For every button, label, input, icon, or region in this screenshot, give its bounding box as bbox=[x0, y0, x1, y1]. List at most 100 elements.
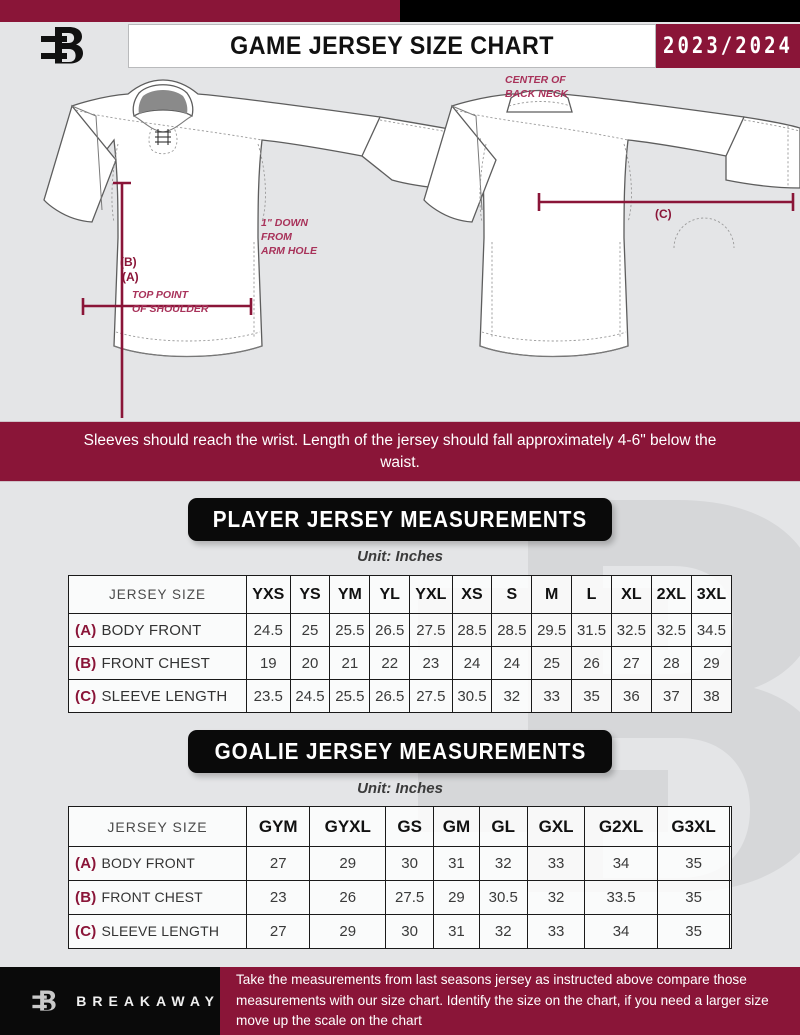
header-size-gm: GM bbox=[433, 806, 480, 847]
header-size-xs: XS bbox=[451, 575, 493, 614]
cell-a-yxs: 24.5 bbox=[246, 613, 291, 647]
header-size-s: S bbox=[491, 575, 533, 614]
header-size-ys: YS bbox=[289, 575, 331, 614]
cell-a-2xl: 32.5 bbox=[650, 613, 692, 647]
cell-b-gym: 23 bbox=[245, 880, 311, 915]
cell-b-empty bbox=[729, 880, 732, 915]
cell-c-xl: 36 bbox=[610, 679, 652, 713]
header-jersey-size: JERSEY SIZE bbox=[68, 806, 247, 847]
header-size-empty bbox=[729, 806, 732, 847]
cell-c-ym: 25.5 bbox=[329, 679, 371, 713]
row-name-sleeve-length: SLEEVE LENGTH bbox=[101, 923, 220, 939]
row-marker-c: (C) bbox=[75, 687, 97, 705]
cell-c-s: 32 bbox=[491, 679, 533, 713]
player-measurements-table-wrap: JERSEY SIZE YXS YS YM YL YXL XS S M L XL… bbox=[68, 575, 733, 713]
breakaway-b-logo-icon bbox=[32, 990, 56, 1011]
cell-a-s: 28.5 bbox=[491, 613, 533, 647]
sleeve-note-text: Sleeves should reach the wrist. Length o… bbox=[83, 431, 717, 471]
footer-brand: BREAKAWAY bbox=[0, 967, 220, 1035]
row-name-front-chest: FRONT CHEST bbox=[101, 654, 211, 672]
player-measurements-table: JERSEY SIZE YXS YS YM YL YXL XS S M L XL… bbox=[68, 575, 733, 713]
row-label-front-chest: (B) FRONT CHEST bbox=[68, 646, 247, 680]
row-marker-b: (B) bbox=[75, 654, 97, 672]
cell-b-gm: 29 bbox=[433, 880, 480, 915]
cell-c-xs: 30.5 bbox=[451, 679, 493, 713]
cell-b-yl: 22 bbox=[369, 646, 411, 680]
header-size-yl: YL bbox=[369, 575, 411, 614]
page-title-text: GAME JERSEY SIZE CHART bbox=[230, 31, 554, 60]
header-size-gym: GYM bbox=[245, 806, 311, 847]
svg-text:ARM HOLE: ARM HOLE bbox=[260, 245, 318, 257]
goalie-section-title: GOALIE JERSEY MEASUREMENTS bbox=[188, 730, 612, 773]
row-label-sleeve-length: (C) SLEEVE LENGTH bbox=[68, 914, 247, 949]
cell-a-gl: 32 bbox=[478, 846, 528, 881]
row-marker-b: (B) bbox=[75, 889, 97, 906]
goalie-section-title-text: GOALIE JERSEY MEASUREMENTS bbox=[214, 738, 586, 764]
cell-c-yxl: 27.5 bbox=[409, 679, 453, 713]
cell-c-gs: 30 bbox=[385, 914, 435, 949]
table-row: (C) SLEEVE LENGTH 27 29 30 31 32 33 34 35 bbox=[68, 914, 732, 949]
footer-instructions: Take the measurements from last seasons … bbox=[220, 967, 800, 1035]
breakaway-b-logo-icon bbox=[41, 27, 83, 64]
cell-b-l: 26 bbox=[571, 646, 612, 680]
svg-text:BACK NECK: BACK NECK bbox=[505, 88, 569, 100]
header-size-2xl: 2XL bbox=[650, 575, 692, 614]
cell-c-g2xl: 34 bbox=[584, 914, 658, 949]
table-row: (C) SLEEVE LENGTH 23.5 24.5 25.5 26.5 27.… bbox=[68, 679, 733, 713]
cell-a-yxl: 27.5 bbox=[409, 613, 453, 647]
goalie-measurements-table: JERSEY SIZE GYM GYXL GS GM GL GXL G2XL G… bbox=[68, 806, 732, 949]
cell-b-yxs: 19 bbox=[246, 646, 291, 680]
header-jersey-size: JERSEY SIZE bbox=[68, 575, 247, 614]
page-header: GAME JERSEY SIZE CHART 2023/2024 bbox=[0, 22, 800, 70]
page-title: GAME JERSEY SIZE CHART bbox=[128, 24, 656, 68]
table-header-row: JERSEY SIZE YXS YS YM YL YXL XS S M L XL… bbox=[68, 575, 733, 614]
cell-b-ym: 21 bbox=[329, 646, 371, 680]
header-size-ym: YM bbox=[329, 575, 371, 614]
cell-a-ym: 25.5 bbox=[329, 613, 371, 647]
cell-a-gym: 27 bbox=[245, 846, 311, 881]
cell-a-gyxl: 29 bbox=[309, 846, 387, 881]
page-footer: BREAKAWAY Take the measurements from las… bbox=[0, 967, 800, 1035]
row-label-body-front: (A) BODY FRONT bbox=[68, 846, 247, 881]
cell-c-gym: 27 bbox=[245, 914, 311, 949]
row-label-sleeve-length: (C) SLEEVE LENGTH bbox=[68, 679, 247, 713]
row-marker-a: (A) bbox=[75, 855, 97, 872]
table-row: (A) BODY FRONT 27 29 30 31 32 33 34 35 bbox=[68, 846, 732, 881]
cell-a-g2xl: 34 bbox=[584, 846, 658, 881]
header-size-gxl: GXL bbox=[526, 806, 586, 847]
cell-a-g3xl: 35 bbox=[656, 846, 731, 881]
footer-instructions-text: Take the measurements from last seasons … bbox=[236, 972, 769, 1029]
label-a-marker: (A) bbox=[122, 270, 139, 284]
row-name-sleeve-length: SLEEVE LENGTH bbox=[101, 687, 228, 705]
cell-a-gxl: 33 bbox=[526, 846, 586, 881]
header-size-gl: GL bbox=[478, 806, 528, 847]
cell-b-gl: 30.5 bbox=[478, 880, 528, 915]
cell-c-gxl: 33 bbox=[526, 914, 586, 949]
table-row: (A) BODY FRONT 24.5 25 25.5 26.5 27.5 28.… bbox=[68, 613, 733, 647]
cell-b-gs: 27.5 bbox=[385, 880, 435, 915]
cell-b-ys: 20 bbox=[289, 646, 331, 680]
cell-a-xs: 28.5 bbox=[451, 613, 493, 647]
cell-c-ys: 24.5 bbox=[289, 679, 331, 713]
cell-a-xl: 32.5 bbox=[610, 613, 652, 647]
season-badge-text: 2023/2024 bbox=[663, 33, 793, 59]
top-accent-strip bbox=[0, 0, 800, 22]
label-a-caption: TOP POINT OF SHOULDER bbox=[132, 289, 209, 315]
header-size-yxl: YXL bbox=[409, 575, 453, 614]
header-size-l: L bbox=[571, 575, 612, 614]
player-unit-label: Unit: Inches bbox=[357, 548, 443, 565]
table-row: (B) FRONT CHEST 23 26 27.5 29 30.5 32 33.… bbox=[68, 880, 732, 915]
cell-a-yl: 26.5 bbox=[369, 613, 411, 647]
cell-c-yxs: 23.5 bbox=[246, 679, 291, 713]
row-name-body-front: BODY FRONT bbox=[101, 855, 195, 871]
cell-c-yl: 26.5 bbox=[369, 679, 411, 713]
cell-b-yxl: 23 bbox=[409, 646, 453, 680]
label-c-marker: (C) bbox=[655, 207, 672, 221]
goalie-unit-label: Unit: Inches bbox=[357, 780, 443, 797]
header-size-g3xl: G3XL bbox=[656, 806, 731, 847]
header-size-gyxl: GYXL bbox=[309, 806, 387, 847]
jersey-diagrams: .jo { fill:#fff; stroke:#5d5d5d; stroke-… bbox=[0, 70, 800, 418]
cell-b-gxl: 32 bbox=[526, 880, 586, 915]
cell-c-3xl: 38 bbox=[690, 679, 733, 713]
cell-a-l: 31.5 bbox=[571, 613, 612, 647]
